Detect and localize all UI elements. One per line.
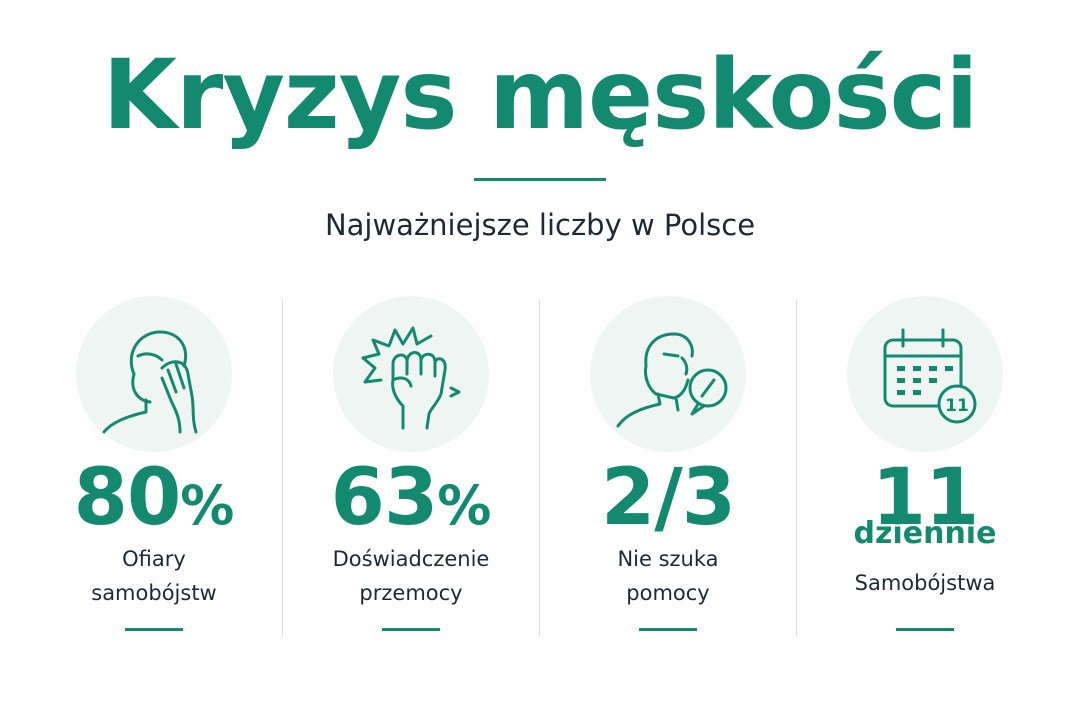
icon-circle — [333, 296, 489, 452]
stat-value: 63% — [330, 453, 492, 543]
stat-card-suicide-victims: 80% Ofiary samobójstw — [26, 280, 282, 660]
column-divider — [282, 300, 283, 636]
icon-circle — [76, 296, 232, 452]
calendar-badge-number: 11 — [945, 396, 969, 416]
stat-value: 2/3 — [600, 453, 736, 543]
man-no-chat-icon — [616, 332, 728, 428]
stat-label: Ofiary samobójstw — [91, 547, 217, 605]
stat-value: 80% — [73, 453, 235, 543]
stat-underline — [896, 628, 954, 631]
stat-underline — [125, 628, 183, 631]
stat-label: Samobójstwa — [854, 571, 996, 595]
stat-card-no-help: 2/3 Nie szuka pomocy — [540, 280, 796, 660]
fist-impact-icon — [361, 326, 461, 430]
stat-underline — [639, 628, 697, 631]
column-divider — [796, 300, 797, 636]
stat-value: 11 — [871, 453, 980, 543]
distressed-man-icon — [102, 330, 198, 434]
stat-card-violence: 63% Doświadczenie przemocy — [283, 280, 539, 660]
stat-card-daily-suicides: 11 11 dziennie Samobójstwa — [797, 280, 1053, 660]
column-divider — [539, 300, 540, 636]
icon-circle: 11 — [847, 296, 1003, 452]
title-underline — [474, 178, 606, 181]
stat-label: Doświadczenie przemocy — [332, 547, 490, 605]
page-subtitle: Najważniejsze liczby w Polsce — [324, 208, 756, 242]
stat-label: Nie szuka pomocy — [617, 547, 719, 605]
stat-subvalue: dziennie — [853, 516, 997, 551]
calendar-icon: 11 — [883, 328, 977, 424]
icon-circle — [590, 296, 746, 452]
stat-underline — [382, 628, 440, 631]
page-title: Kryzys męskości — [102, 39, 979, 151]
